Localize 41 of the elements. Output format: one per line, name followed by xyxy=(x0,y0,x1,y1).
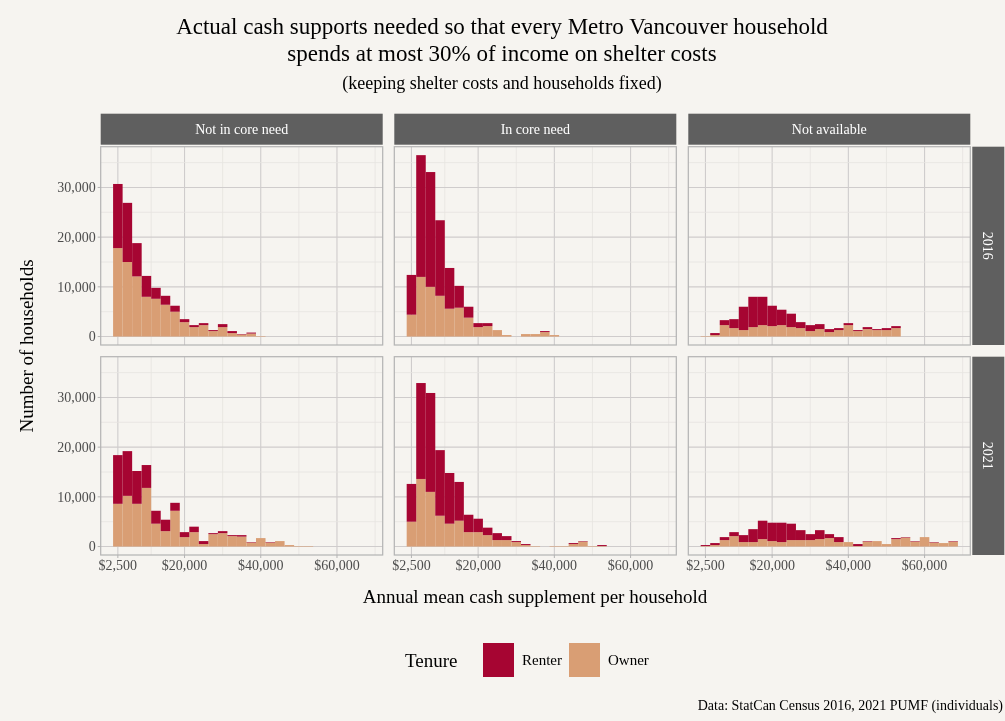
x-tick-label: $60,000 xyxy=(314,558,360,573)
text: Data: StatCan Census 2016, 2021 PUMF (individuals) xyxy=(697,698,1004,714)
x-tick-label: $60,000 xyxy=(901,558,948,573)
y-tick-label: 20,000 xyxy=(57,230,96,246)
text: (keeping shelter costs and households fixed) xyxy=(342,73,662,94)
y-tick-label: 30,000 xyxy=(57,180,96,196)
bar xyxy=(179,532,190,538)
y-tick-label: 0 xyxy=(88,539,96,555)
x-tick-label: $20,000 xyxy=(749,558,795,573)
text: Number of households xyxy=(16,259,37,433)
x-tick-label: $2,500 xyxy=(392,558,431,573)
x-tick-label: $20,000 xyxy=(455,558,501,573)
bar xyxy=(217,324,228,328)
bar xyxy=(719,537,730,541)
y-tick-label: 0 xyxy=(88,329,96,345)
y-tick-label: 10,000 xyxy=(57,279,96,295)
x-tick-label: $2,500 xyxy=(98,558,138,573)
text: Actual cash supports needed so that every Metro Vancouver household spends at most 30% of income on shelter costs xyxy=(176,14,829,66)
x-tick-label: $40,000 xyxy=(531,558,578,573)
x-tick-label: $20,000 xyxy=(161,558,208,573)
x-tick-label: $60,000 xyxy=(607,558,654,573)
y2-axis-title: 2016 xyxy=(980,231,996,260)
chart-title: Not available xyxy=(791,122,867,138)
legend-label: Renter xyxy=(522,652,562,669)
legend-label: Owner xyxy=(608,652,649,669)
y-tick-label: 10,000 xyxy=(57,489,96,505)
x-tick-label: $40,000 xyxy=(238,558,284,573)
bar xyxy=(406,483,417,522)
legend-title: Tenure xyxy=(405,649,458,671)
y2-axis-title: 2021 xyxy=(980,441,996,470)
y-tick-label: 30,000 xyxy=(57,390,96,406)
chart-title: In core need xyxy=(500,122,570,138)
x-tick-label: $40,000 xyxy=(825,558,872,573)
bar xyxy=(189,526,199,533)
bar xyxy=(179,319,190,323)
text: Annual mean cash supplement per household xyxy=(362,586,708,607)
chart-title: Not in core need xyxy=(195,122,289,138)
x-tick-label: $2,500 xyxy=(686,558,725,573)
bar xyxy=(170,305,180,312)
bar xyxy=(170,502,180,511)
y-tick-label: 20,000 xyxy=(57,440,96,456)
